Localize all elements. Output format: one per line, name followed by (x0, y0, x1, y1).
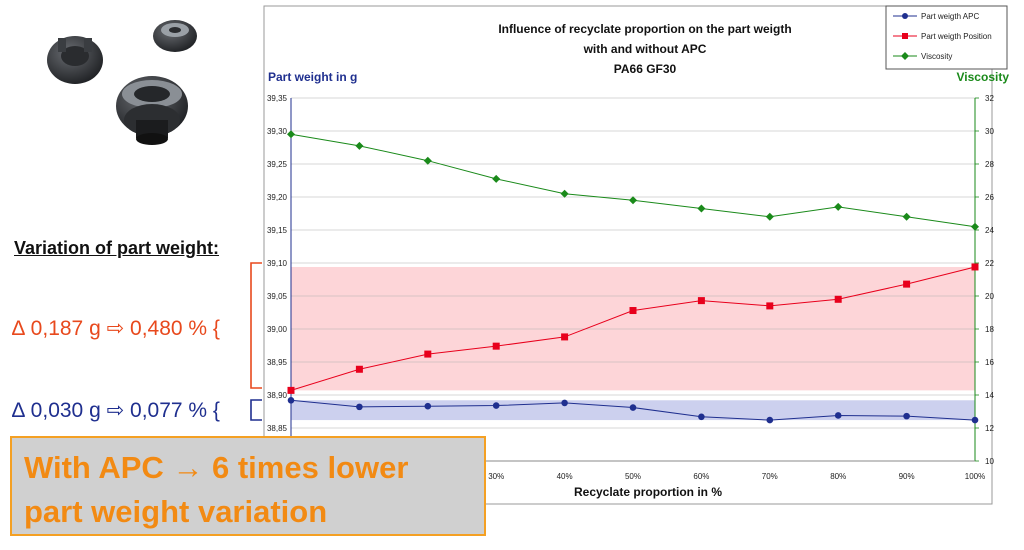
y2-tick-label: 20 (985, 292, 994, 301)
y-tick-label: 39,00 (267, 325, 288, 334)
x-tick-label: 80% (830, 472, 846, 481)
x-tick-label: 50% (625, 472, 641, 481)
y2-tick-label: 18 (985, 325, 994, 334)
y2-tick-label: 26 (985, 193, 994, 202)
data-point-viscosity (423, 156, 432, 165)
part-photo (40, 8, 225, 158)
y2-tick-label: 12 (985, 424, 994, 433)
data-point-viscosity (287, 130, 295, 139)
y2-tick-label: 32 (985, 94, 994, 103)
legend-label-apc: Part weigth APC (921, 12, 979, 21)
chart-title-line3: PA66 GF30 (614, 62, 677, 76)
data-point-apc (424, 402, 432, 410)
data-point-viscosity (492, 174, 501, 183)
legend-label-viscosity: Viscosity (921, 52, 952, 61)
x-axis-title: Recyclate proportion in % (574, 485, 722, 499)
y2-tick-label: 16 (985, 358, 994, 367)
x-tick-label: 70% (762, 472, 778, 481)
x-tick-label: 30% (488, 472, 504, 481)
legend-marker-position (902, 33, 908, 39)
legend-marker-viscosity (901, 52, 909, 60)
axes: 38,85 38,90 38,95 39,00 39,05 39,10 39,15 39,20… (267, 94, 994, 481)
brackets (250, 262, 262, 421)
data-point-position (424, 350, 432, 358)
delta-apc-text: ∆ 0,030 g ⇨ 0,077 % { (12, 399, 220, 422)
data-point-position (629, 307, 637, 315)
data-point-apc (492, 402, 500, 409)
data-point-viscosity (971, 222, 979, 231)
data-point-viscosity (355, 141, 364, 150)
chart-frame (263, 5, 993, 505)
data-point-position (766, 302, 774, 310)
x-tick-label: 90% (899, 472, 915, 481)
data-point-apc (287, 396, 295, 404)
data-point-apc (561, 399, 568, 407)
legend: Part weigth APC Part weigth Position Vis… (885, 5, 1008, 70)
delta-position-text: ∆ 0,187 g ⇨ 0,480 % { (12, 317, 220, 340)
data-point-apc (766, 416, 774, 424)
data-point-position (561, 333, 569, 341)
data-point-position (971, 263, 979, 271)
y2-tick-label: 30 (985, 127, 994, 136)
data-point-apc (834, 412, 842, 419)
y2-tick-label: 24 (985, 226, 994, 235)
data-point-viscosity (560, 189, 569, 198)
data-point-apc (629, 404, 637, 411)
data-point-position (834, 295, 842, 303)
data-point-apc (971, 416, 979, 424)
y-tick-label: 39,05 (267, 292, 288, 301)
data-point-position (287, 386, 295, 394)
legend-marker-apc (902, 13, 908, 19)
y-tick-label: 39,10 (267, 259, 288, 268)
y-tick-label: 39,30 (267, 127, 288, 136)
y-tick-label: 39,15 (267, 226, 288, 235)
position-range-band (291, 266, 975, 391)
callout-line-2: part weight variation (24, 494, 328, 529)
callout-line-1: With APC → 6 times lower (24, 450, 409, 485)
data-point-viscosity (697, 204, 706, 213)
y-tick-label: 39,35 (267, 94, 288, 103)
x-tick-label: 40% (557, 472, 573, 481)
y2-tick-label: 10 (985, 457, 994, 466)
data-point-position (492, 342, 500, 350)
y2-tick-label: 28 (985, 160, 994, 169)
series (287, 130, 979, 424)
data-point-apc (356, 403, 363, 411)
y-tick-label: 39,25 (267, 160, 288, 169)
data-point-position (355, 365, 363, 373)
data-point-viscosity (765, 212, 774, 221)
bracket-position (250, 262, 262, 389)
bracket-apc (250, 399, 262, 421)
data-point-viscosity (834, 202, 843, 211)
y-tick-label: 38,90 (267, 391, 288, 400)
data-point-position (697, 297, 705, 305)
y2-tick-label: 14 (985, 391, 994, 400)
y2-tick-label: 22 (985, 259, 994, 268)
y-tick-label: 38,85 (267, 424, 288, 433)
variation-heading: Variation of part weight: (14, 238, 220, 258)
legend-label-position: Part weigth Position (921, 32, 992, 41)
data-point-viscosity (629, 196, 637, 205)
data-point-viscosity (902, 212, 911, 221)
x-tick-label: 100% (965, 472, 985, 481)
data-point-position (903, 280, 911, 288)
conclusion-callout: With APC → 6 times lower part weight var… (10, 436, 486, 536)
y2-axis-title: Viscosity (957, 70, 1010, 84)
x-tick-label: 60% (693, 472, 709, 481)
chart-title-line1: Influence of recyclate proportion on the… (498, 22, 791, 36)
y-axis-title: Part weight in g (268, 70, 357, 84)
range-bands (291, 266, 975, 421)
y-tick-label: 38,95 (267, 358, 288, 367)
data-point-apc (903, 412, 910, 420)
chart-title-line2: with and without APC (583, 42, 707, 56)
data-point-apc (698, 413, 705, 421)
y-tick-label: 39,20 (267, 193, 288, 202)
